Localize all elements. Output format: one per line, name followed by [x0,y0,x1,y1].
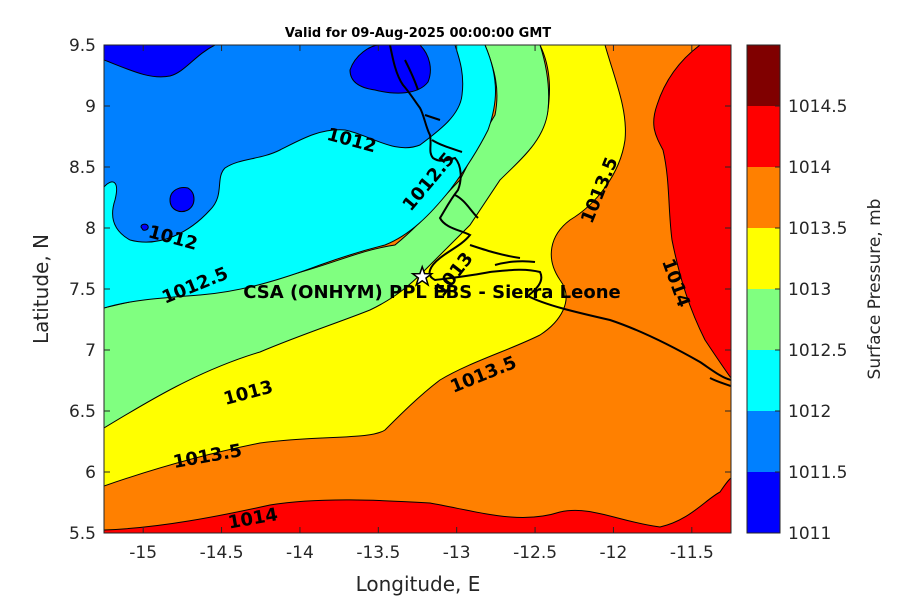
x-tick-label: -11.5 [670,543,714,563]
colorbar-swatch [747,167,780,228]
colorbar-swatch [747,350,780,411]
band-1011_5 [104,45,464,243]
x-tick-label: -14.5 [200,543,244,563]
colorbar-tick-label: 1014.5 [788,97,847,117]
x-axis-label: Longitude, E [356,572,481,596]
band-1011-north [104,45,216,78]
y-tick-label: 9.5 [69,36,96,56]
colorbar-swatch [747,472,780,533]
y-tick-label: 6 [85,463,96,483]
colorbar-tick-label: 1011 [788,524,831,544]
colorbar-tick-label: 1011.5 [788,463,847,483]
colorbar: 1011 1011.5 1012 1012.5 1013 1013.5 1014 1014.5 [746,44,847,544]
band-1014-east [653,45,731,379]
y-tick-label: 6.5 [69,402,96,422]
coastline [389,45,731,387]
colorbar-swatch [747,106,780,167]
colorbar-tick-label: 1013 [788,280,831,300]
colorbar-swatch [747,411,780,472]
band-1011-west [169,187,195,213]
y-tick-label: 9 [85,97,96,117]
x-tick-label: -15 [129,543,157,563]
colorbar-swatch [747,228,780,289]
x-tick-label: -13.5 [356,543,400,563]
x-tick-label: -13 [443,543,471,563]
y-tick-label: 7 [85,341,96,361]
station-marker [410,264,434,287]
figure-title: Valid for 09-Aug-2025 00:00:00 GMT [285,26,551,41]
colorbar-tick-label: 1012 [788,402,831,422]
band-1014-south [104,477,731,533]
x-tick-label: -12.5 [513,543,557,563]
y-tick-label: 8.5 [69,158,96,178]
x-tick-label: -12 [600,543,628,563]
band-1011-dot [140,223,149,231]
x-axis-ticks: -15 -14.5 -14 -13.5 -13 -12.5 -12 -11.5 [129,45,714,563]
y-tick-label: 8 [85,219,96,239]
y-axis-ticks: 5.5 6 6.5 7 7.5 8 8.5 9 9.5 [69,36,731,544]
colorbar-swatch [747,289,780,350]
colorbar-label: Surface Pressure, mb [865,199,885,380]
colorbar-tick-label: 1013.5 [788,219,847,239]
colorbar-tick-label: 1014 [788,158,831,178]
pressure-map [104,45,731,533]
x-tick-label: -14 [286,543,314,563]
y-axis-label: Latitude, N [29,234,53,344]
band-1011-center [349,45,431,94]
y-tick-label: 7.5 [69,280,96,300]
station-star-icon [410,264,434,287]
station-label: CSA (ONHYM) PPL EBS - Sierra Leone [243,282,620,303]
y-tick-label: 5.5 [69,524,96,544]
colorbar-swatch [747,45,780,106]
colorbar-tick-label: 1012.5 [788,341,847,361]
